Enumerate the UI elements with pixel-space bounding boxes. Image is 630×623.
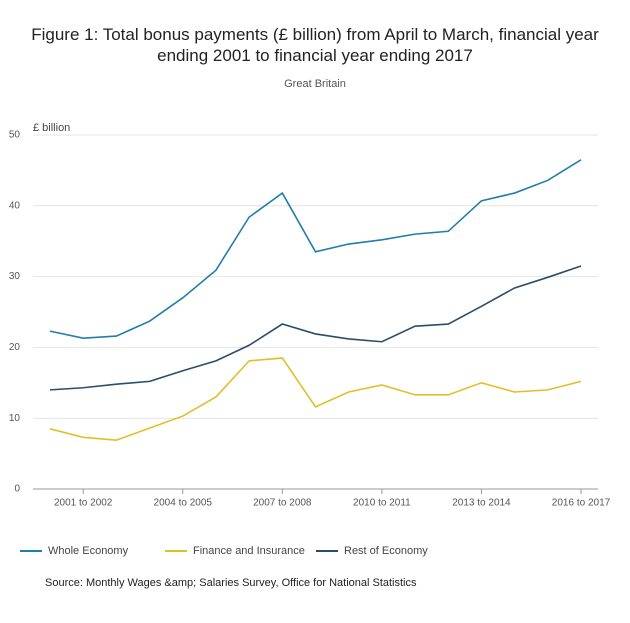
series-line	[49, 357, 582, 441]
x-tick-label: 2001 to 2002	[54, 498, 113, 509]
source: Source: Monthly Wages &amp; Salaries Sur…	[45, 577, 417, 589]
x-tick-label: 2016 to 2017	[552, 498, 611, 509]
y-tick-label: 10	[9, 413, 21, 424]
series-line	[49, 159, 582, 340]
x-tick-label: 2013 to 2014	[452, 498, 511, 509]
y-tick-label: 20	[9, 342, 21, 353]
y-tick-label: 30	[9, 271, 21, 282]
legend-label: Rest of Economy	[344, 545, 428, 557]
x-tick-label: 2004 to 2005	[154, 498, 213, 509]
legend-label: Finance and Insurance	[193, 545, 305, 557]
chart-title: Figure 1: Total bonus payments (£ billio…	[31, 25, 599, 65]
chart-subtitle: Great Britain	[284, 78, 346, 90]
y-axis-label: £ billion	[33, 122, 70, 134]
y-tick-label: 40	[9, 200, 21, 211]
y-tick-label: 50	[9, 130, 21, 141]
series-line	[49, 265, 582, 391]
x-tick-label: 2007 to 2008	[253, 498, 312, 509]
legend-label: Whole Economy	[48, 545, 129, 557]
y-tick-label: 0	[14, 484, 20, 495]
x-tick-label: 2010 to 2011	[353, 498, 411, 509]
